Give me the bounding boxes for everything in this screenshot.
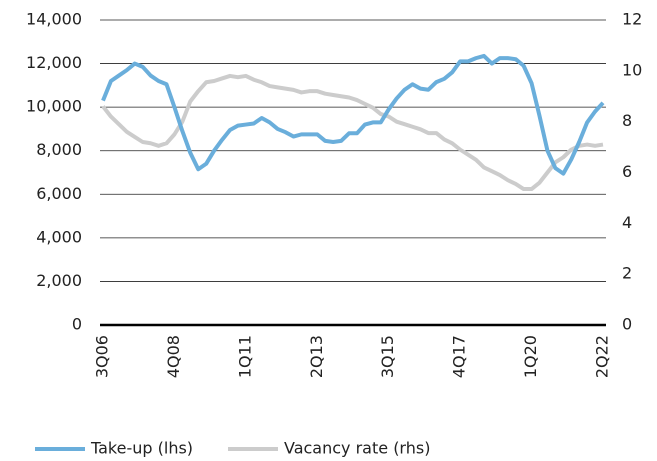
y2-tick-label: 12: [622, 10, 642, 29]
series-line: [101, 53, 605, 176]
y-tick-label: 10,000: [26, 97, 82, 116]
y-tick-label: 14,000: [26, 10, 82, 29]
y2-tick-label: 6: [622, 162, 632, 181]
y-tick-label: 12,000: [26, 53, 82, 72]
x-tick-label: 1Q20: [521, 335, 540, 378]
x-tick-label: 4Q08: [164, 335, 183, 378]
legend-label: Take-up (lhs): [90, 439, 193, 458]
x-tick-label: 4Q17: [450, 335, 469, 378]
y2-tick-label: 0: [622, 315, 632, 334]
y2-tick-label: 10: [622, 60, 642, 79]
x-tick-label: 3Q15: [378, 335, 397, 378]
x-tick-label: 2Q22: [593, 335, 612, 378]
x-tick-label: 3Q06: [93, 335, 112, 378]
legend-label: Vacancy rate (rhs): [284, 439, 430, 458]
y2-tick-label: 8: [622, 111, 632, 130]
y-tick-label: 6,000: [36, 184, 82, 203]
y2-tick-label: 4: [622, 213, 632, 232]
x-tick-label: 1Q11: [235, 335, 254, 378]
y-tick-label: 4,000: [36, 227, 82, 246]
y-tick-label: 2,000: [36, 271, 82, 290]
y-tick-label: 0: [72, 315, 82, 334]
series-line: [101, 73, 604, 192]
y-tick-label: 8,000: [36, 140, 82, 159]
x-tick-label: 2Q13: [307, 335, 326, 378]
y2-tick-label: 2: [622, 264, 632, 283]
